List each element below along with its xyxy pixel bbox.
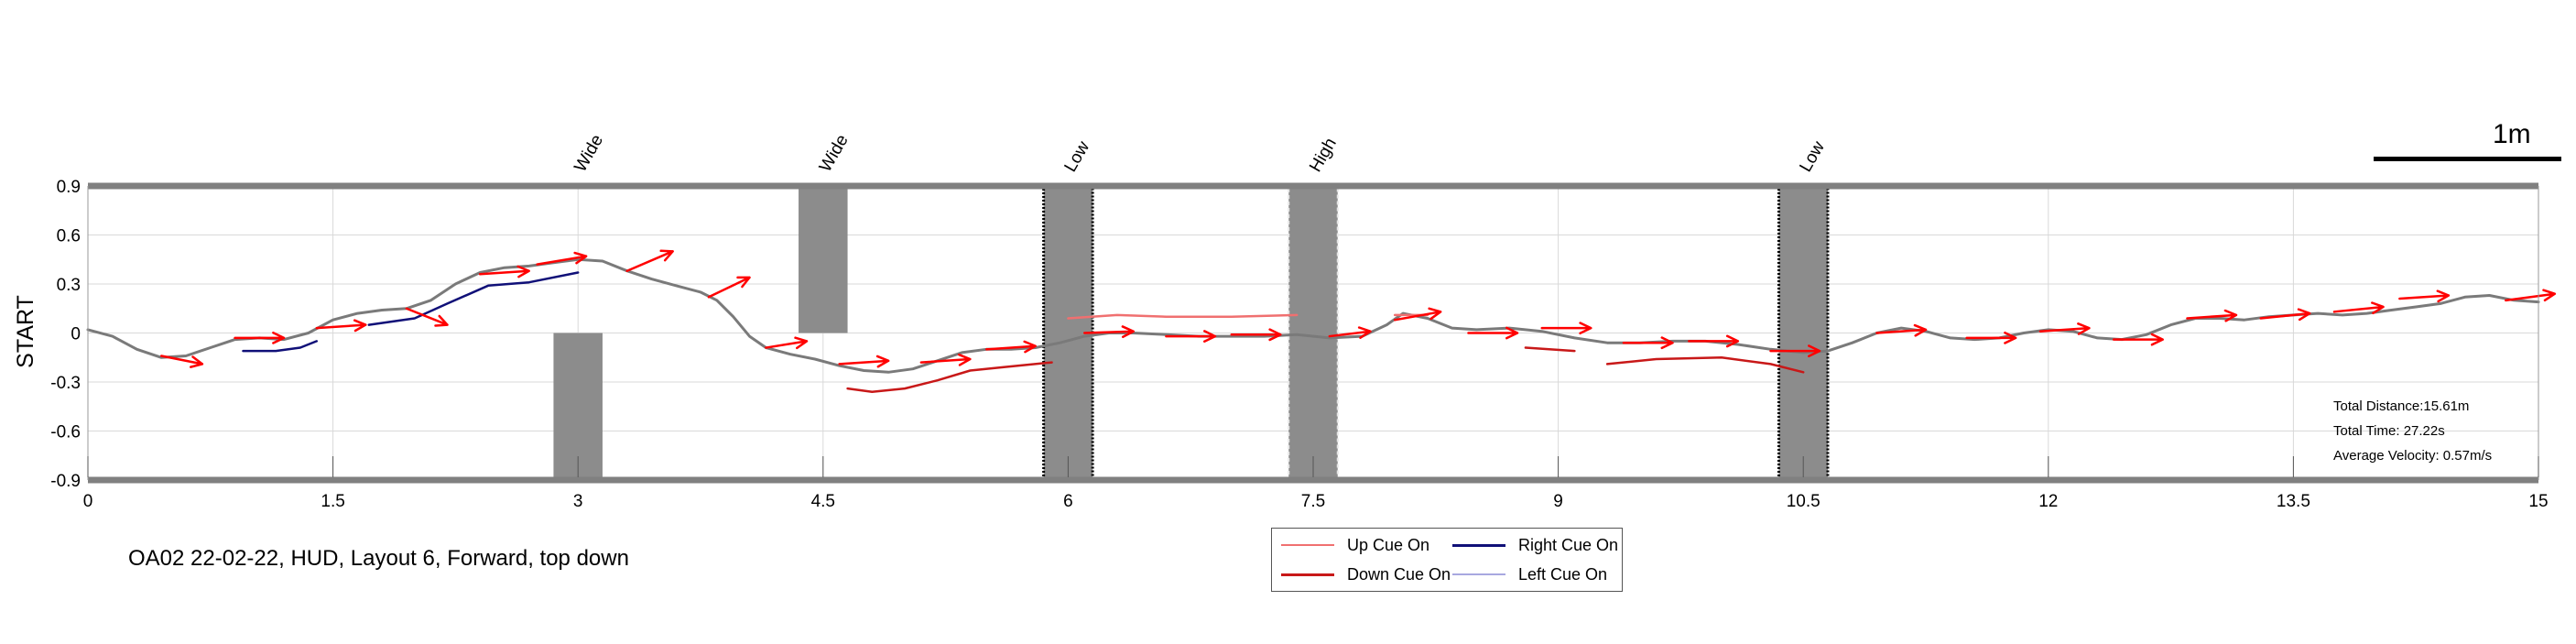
heading-arrow <box>1082 325 1136 339</box>
heading-arrow <box>478 265 530 278</box>
total-time: Total Time: 27.22s <box>2333 423 2445 439</box>
obstacle-low <box>1777 184 1830 482</box>
legend-label-left: Left Cue On <box>1518 564 1608 584</box>
x-tick-label: 9 <box>1553 492 1563 511</box>
heading-arrow <box>1965 331 2017 344</box>
x-tick-label: 0 <box>83 492 93 511</box>
heading-arrow <box>2112 333 2164 346</box>
legend-swatch-up <box>1281 544 1334 546</box>
scale-bar <box>2374 157 2561 161</box>
y-tick-label: 0.3 <box>57 276 81 295</box>
legend-item-down: Down Cue On <box>1281 561 1451 588</box>
heading-arrow <box>2038 322 2091 335</box>
obstacle-label: Low <box>1061 138 1094 176</box>
x-tick-label: 10.5 <box>1787 492 1821 511</box>
heading-arrow <box>315 319 367 333</box>
cue-line-up <box>1067 313 1299 320</box>
heading-arrow <box>2398 289 2451 303</box>
y-axis-label: START <box>13 295 38 368</box>
legend-swatch-down <box>1281 573 1334 576</box>
obstacle-wide <box>799 186 848 333</box>
cue-line-down <box>1524 346 1576 353</box>
legend-label-down: Down Cue On <box>1347 564 1451 584</box>
heading-arrow <box>2332 301 2385 315</box>
heading-arrow <box>1769 344 1821 358</box>
x-tick-label: 12 <box>2038 492 2058 511</box>
cue-line-down <box>1605 356 1805 374</box>
legend-swatch-left <box>1452 573 1505 575</box>
heading-arrow <box>707 276 751 299</box>
heading-arrow <box>765 336 809 350</box>
legend-item-left: Left Cue On <box>1452 561 1607 588</box>
legend-swatch-right <box>1452 543 1505 547</box>
heading-arrow <box>2259 308 2311 322</box>
x-tick-label: 13.5 <box>2277 492 2310 511</box>
heading-arrow <box>919 353 972 366</box>
y-tick-label: -0.6 <box>50 423 81 442</box>
heading-arrow <box>1230 328 1282 342</box>
heading-arrow <box>160 355 204 368</box>
heading-arrow <box>234 331 286 344</box>
heading-arrow <box>838 355 890 368</box>
y-tick-label: 0.9 <box>57 178 81 197</box>
obstacle-labels: Wide Wide Low High Low <box>571 132 1829 176</box>
cue-line-right <box>242 340 319 353</box>
x-tick-label: 3 <box>573 492 583 511</box>
legend-label-right: Right Cue On <box>1518 535 1619 554</box>
legend-label-up: Up Cue On <box>1347 535 1430 554</box>
heading-arrow-layer <box>160 249 2557 368</box>
heading-arrow <box>1328 326 1372 339</box>
obstacle-label: Wide <box>816 132 853 176</box>
legend-item-right: Right Cue On <box>1452 531 1618 559</box>
heading-arrow <box>405 307 449 327</box>
obstacle-high <box>1288 185 1339 481</box>
x-tick-label: 7.5 <box>1301 492 1325 511</box>
heading-arrow <box>2186 309 2238 322</box>
heading-arrow <box>1688 334 1740 348</box>
y-tick-label: -0.9 <box>50 472 81 491</box>
heading-arrow <box>536 251 588 266</box>
heading-arrow <box>984 340 1037 354</box>
path-trajectory <box>86 257 2540 374</box>
y-tick-label: 0.6 <box>57 227 81 246</box>
cue-line-right <box>367 271 580 326</box>
average-velocity: Average Velocity: 0.57m/s <box>2333 448 2493 464</box>
heading-arrow <box>1467 326 1519 340</box>
plot-frame <box>87 182 2539 484</box>
obstacle-wide <box>553 333 603 480</box>
heading-arrow <box>625 249 674 272</box>
total-distance: Total Distance:15.61m <box>2333 398 2470 414</box>
obstacle-label: High <box>1306 135 1341 175</box>
y-tick-labels: 0.9 0.6 0.3 0 -0.3 -0.6 -0.9 <box>50 178 81 491</box>
heading-arrow <box>1875 323 1928 337</box>
y-tick-label: 0 <box>71 325 81 344</box>
legend: Up Cue On Down Cue On Right Cue On Left … <box>1271 528 1623 592</box>
obstacle-label: Low <box>1796 138 1829 176</box>
heading-arrow <box>2505 289 2557 302</box>
x-tick-label: 15 <box>2528 492 2548 511</box>
heading-arrow <box>1540 322 1592 335</box>
y-tick-label: -0.3 <box>50 374 81 393</box>
figure-caption: OA02 22-02-22, HUD, Layout 6, Forward, t… <box>128 546 629 571</box>
obstacle-layer <box>553 184 1830 482</box>
x-tick-labels: 0 1.5 3 4.5 6 7.5 9 10.5 12 13.5 15 <box>83 456 2549 511</box>
heading-arrow <box>1393 307 1442 322</box>
scale-label: 1m <box>2493 119 2531 149</box>
x-tick-label: 4.5 <box>811 492 835 511</box>
heading-arrow <box>1165 330 1217 343</box>
x-tick-label: 1.5 <box>321 492 344 511</box>
cue-line-down <box>846 361 1053 393</box>
legend-item-up: Up Cue On <box>1281 531 1429 559</box>
heading-arrow <box>1622 336 1674 350</box>
obstacle-label: Wide <box>571 132 607 176</box>
stats-panel: Total Distance:15.61m Total Time: 27.22s… <box>2333 394 2492 468</box>
x-tick-label: 6 <box>1063 492 1073 511</box>
